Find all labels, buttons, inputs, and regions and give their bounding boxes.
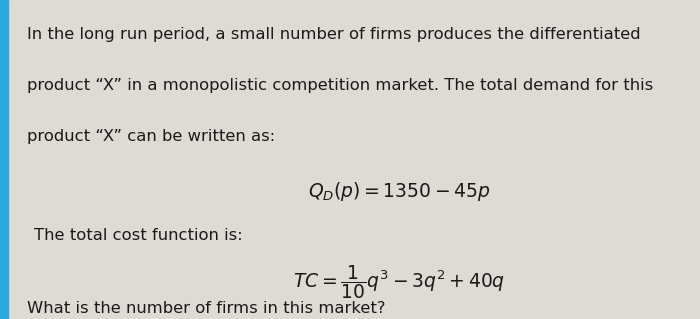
Bar	[0, 0, 8, 319]
Text: The total cost function is:: The total cost function is:	[34, 228, 242, 243]
Text: $Q_D(p) = 1350 - 45p$: $Q_D(p) = 1350 - 45p$	[308, 180, 490, 203]
Text: product “X” can be written as:: product “X” can be written as:	[27, 129, 274, 144]
Text: In the long run period, a small number of firms produces the differentiated: In the long run period, a small number o…	[27, 27, 640, 42]
Text: What is the number of firms in this market?: What is the number of firms in this mark…	[27, 301, 385, 316]
Text: product “X” in a monopolistic competition market. The total demand for this: product “X” in a monopolistic competitio…	[27, 78, 653, 93]
Text: $TC = \dfrac{1}{10}q^3 - 3q^2 + 40q$: $TC = \dfrac{1}{10}q^3 - 3q^2 + 40q$	[293, 263, 505, 301]
